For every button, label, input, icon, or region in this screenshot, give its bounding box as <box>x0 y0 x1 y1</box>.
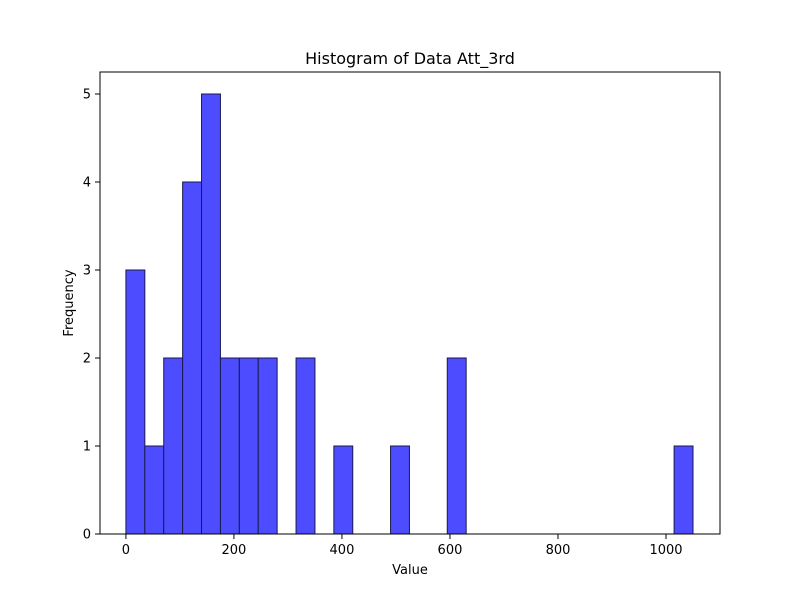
histogram-bar <box>333 445 354 535</box>
histogram-bar <box>201 93 221 535</box>
y-axis-ticks: 0 1 2 3 4 5 <box>83 88 100 543</box>
histogram-bar <box>163 357 184 535</box>
y-tick-label: 3 <box>83 264 91 279</box>
x-tick-label: 400 <box>330 543 355 558</box>
y-tick-label: 5 <box>83 88 91 103</box>
histogram-bar <box>390 445 410 535</box>
x-axis-label: Value <box>392 563 428 578</box>
histogram-bar <box>182 181 203 535</box>
y-tick-label: 0 <box>83 528 91 543</box>
y-tick-label: 1 <box>83 440 91 455</box>
y-tick-label: 2 <box>83 352 91 367</box>
y-tick-label: 4 <box>83 176 91 191</box>
x-tick-label: 800 <box>546 543 571 558</box>
plot-frame <box>99 71 721 535</box>
histogram-bar <box>673 445 694 535</box>
histogram-bar <box>144 445 165 535</box>
bars-group <box>125 93 694 535</box>
x-tick-label: 1000 <box>649 543 682 558</box>
histogram-bar <box>446 357 467 535</box>
x-axis-ticks: 0 200 400 600 800 1000 <box>122 534 683 558</box>
histogram-bar <box>295 357 316 535</box>
x-tick-label: 200 <box>222 543 247 558</box>
histogram-bar <box>257 357 278 535</box>
histogram-bar <box>219 357 240 535</box>
histogram-bar <box>125 269 146 535</box>
histogram-bar <box>238 357 259 535</box>
chart-title: Histogram of Data Att_3rd <box>305 49 515 69</box>
x-tick-label: 0 <box>122 543 130 558</box>
x-tick-label: 600 <box>438 543 463 558</box>
y-axis-label: Frequency <box>62 269 77 336</box>
